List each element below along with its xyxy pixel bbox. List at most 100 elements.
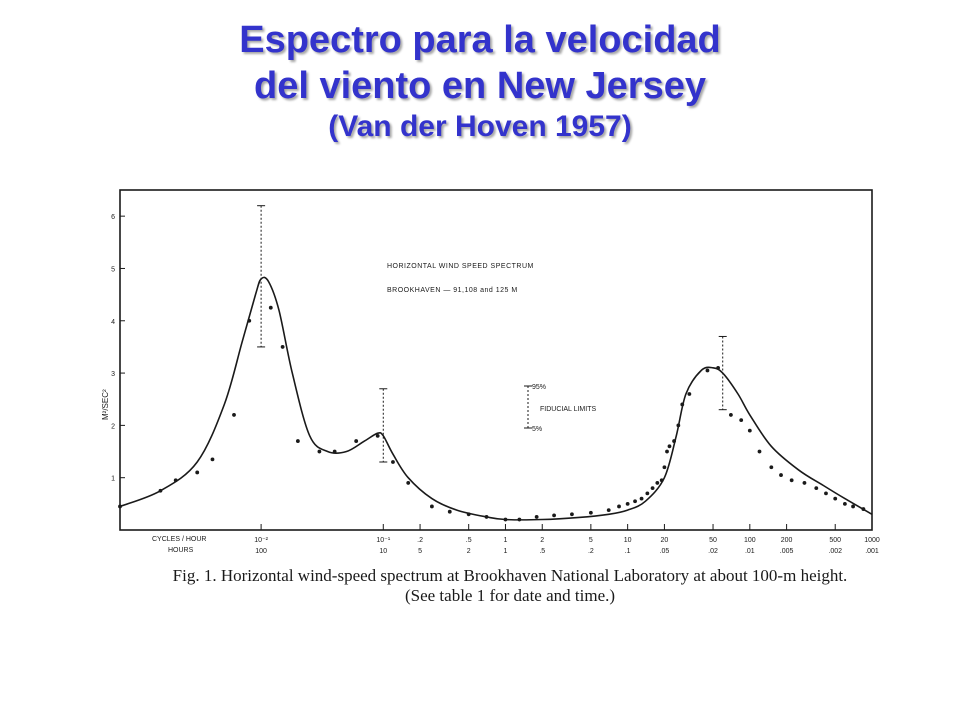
x-tick-label-cycles: 10⁻¹: [376, 537, 390, 544]
data-point: [606, 508, 611, 513]
data-point: [687, 392, 692, 396]
x-tick-label-hours: 10: [379, 548, 387, 555]
data-point: [195, 470, 200, 475]
x-tick-label-hours: 2: [467, 548, 471, 555]
data-point: [617, 504, 621, 509]
data-point: [645, 491, 650, 496]
data-point: [662, 465, 667, 470]
data-point: [802, 481, 807, 485]
x-tick-label-hours: .002: [828, 548, 842, 555]
data-point: [268, 305, 273, 310]
data-point: [534, 515, 539, 519]
x-tick-label-hours: 5: [418, 548, 422, 555]
data-point: [317, 449, 322, 454]
fiducial-legend: 95% FIDUCIAL LIMITS 5%: [524, 384, 596, 433]
spectrum-curve: [119, 276, 873, 521]
data-point: [552, 513, 556, 518]
data-point: [757, 449, 762, 454]
data-point: [716, 365, 720, 370]
figure-caption: Fig. 1. Horizontal wind-speed spectrum a…: [120, 566, 900, 605]
x-tick-label-cycles: 100: [744, 537, 756, 544]
data-point: [118, 504, 122, 509]
data-point: [247, 318, 252, 323]
data-point: [650, 486, 655, 491]
x-tick-label-cycles: 20: [661, 537, 669, 544]
data-point: [676, 423, 681, 428]
data-point: [517, 517, 522, 522]
x-tick-label-hours: .5: [539, 548, 545, 555]
inner-chart-subtitle: BROOKHAVEN — 91,108 and 125 M: [387, 287, 518, 294]
caption-line-2: (See table 1 for date and time.): [404, 585, 616, 605]
data-point: [747, 428, 752, 433]
x-tick-label-cycles: .5: [466, 537, 472, 544]
data-point: [158, 488, 163, 493]
data-point: [503, 517, 508, 522]
data-point: [210, 457, 215, 462]
data-point: [406, 481, 411, 485]
x-tick-label-hours: .005: [780, 548, 794, 555]
title-line-1: Espectro para la velocidad: [239, 19, 721, 61]
data-point: [354, 439, 359, 443]
data-point: [232, 413, 236, 417]
slide-title: Espectro para la velocidad del viento en…: [0, 18, 960, 145]
title-line-3: (Van der Hoven 1957): [328, 110, 632, 144]
data-point: [672, 439, 676, 443]
data-point: [280, 345, 285, 349]
x-tick-label-cycles: 2: [540, 537, 544, 544]
x-row1-label: CYCLES / HOUR: [152, 536, 206, 543]
y-tick-label: 3: [111, 371, 115, 378]
data-point: [173, 478, 178, 483]
data-point: [447, 509, 452, 514]
x-tick-label-hours: .02: [708, 548, 718, 555]
y-axis-label: M²/SEC²: [101, 389, 110, 420]
data-point: [814, 486, 819, 491]
data-point: [728, 413, 733, 417]
data-point: [789, 478, 794, 483]
data-point: [842, 501, 847, 506]
data-point: [779, 473, 783, 477]
error-bar: [718, 335, 727, 411]
legend-95: 95%: [532, 384, 546, 391]
data-point: [466, 512, 471, 517]
data-point: [824, 491, 828, 496]
legend-fiducial: FIDUCIAL LIMITS: [540, 406, 596, 413]
data-point: [680, 402, 685, 407]
x-tick-label-hours: .2: [588, 548, 594, 555]
data-point: [484, 515, 489, 519]
x-tick-label-cycles: 5: [589, 537, 593, 544]
x-tick-label-cycles: 1000: [864, 537, 880, 544]
data-point: [332, 449, 337, 454]
data-point: [588, 510, 593, 515]
x-tick-label-hours: 1: [504, 548, 508, 555]
data-point: [391, 460, 395, 464]
x-tick-label-hours: 100: [255, 548, 267, 555]
data-point: [430, 504, 434, 509]
plot-frame: [119, 189, 873, 531]
data-point: [375, 433, 380, 438]
x-tick-label-cycles: 200: [781, 537, 793, 544]
x-tick-label-cycles: 10⁻²: [254, 537, 268, 544]
data-point: [861, 507, 866, 511]
data-point: [625, 501, 630, 506]
data-point: [639, 496, 644, 501]
data-point: [769, 465, 774, 470]
y-tick-label: 6: [111, 214, 115, 221]
x-tick-label-cycles: 50: [709, 537, 717, 544]
x-tick-label-hours: .05: [660, 548, 670, 555]
x-row2-label: HOURS: [168, 547, 194, 554]
data-point: [665, 449, 669, 454]
x-tick-label-cycles: 500: [829, 537, 841, 544]
data-point: [633, 499, 637, 504]
y-tick-label: 2: [111, 423, 115, 430]
caption-line-1: Fig. 1. Horizontal wind-speed spectrum a…: [172, 566, 848, 585]
data-point: [295, 439, 300, 443]
data-point: [833, 496, 838, 501]
y-tick-label: 5: [111, 266, 115, 273]
inner-chart-title: HORIZONTAL WIND SPEED SPECTRUM: [387, 263, 534, 270]
x-tick-label-hours: .1: [625, 548, 631, 555]
y-tick-label: 4: [111, 319, 115, 326]
data-point: [659, 478, 664, 483]
x-tick-label-cycles: 1: [504, 537, 508, 544]
data-point: [570, 512, 574, 517]
